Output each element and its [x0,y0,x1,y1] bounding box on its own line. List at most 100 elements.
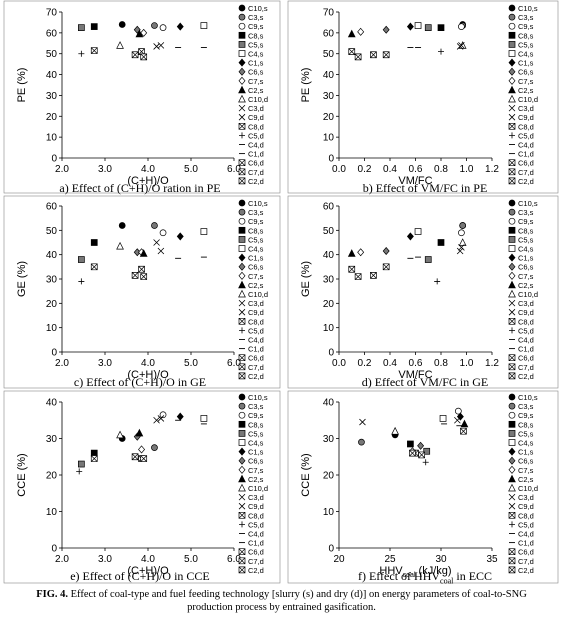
panel-frame [287,0,559,194]
legend-marker [508,474,516,483]
data-point [459,222,467,229]
legend-label: C7,s [248,272,264,281]
legend-label: C2,s [518,281,534,290]
x-tick-label: 3.0 [98,554,112,565]
legend-marker [508,76,516,85]
legend-label: C9,s [248,411,264,420]
legend-label: C4,s [248,245,264,254]
panel-caption-f-sub: coal [440,576,454,586]
y-tick-label: 50 [323,49,335,60]
y-tick-label: 20 [46,112,58,123]
figure-caption-label: FIG. 4. [36,589,68,600]
x-tick-label: 30 [435,554,447,565]
legend-marker [508,308,516,316]
legend-label: C6,d [518,159,534,168]
legend-marker [509,521,515,528]
legend: C10,sC3,sC9,sC8,sC5,sC4,sC1,sC6,sC7,sC2,… [508,393,538,575]
legend-marker [508,262,516,271]
y-tick-label: 0 [328,544,334,555]
data-point [414,228,422,235]
y-axis-label: GE (%) [300,261,312,297]
data-point [382,246,390,256]
chart-panel-c: 0 10 20 30 40 50 60 2.0 3.0 4.0 5.0 6.0 GE (%) (C+H)/… [3,195,281,389]
legend-marker [239,132,245,139]
legend-label: C6,d [248,354,264,363]
legend-marker [508,122,516,130]
data-point [409,449,416,457]
legend-marker [238,262,246,271]
legend-marker [508,456,516,465]
legend-marker [239,327,245,334]
legend-label: C1,s [248,254,264,263]
legend-label: C7,d [248,363,264,372]
legend-label: C8,s [248,420,264,429]
legend-marker [508,317,516,325]
legend-marker [238,502,246,510]
y-tick-label: 30 [46,275,58,286]
x-tick-label: 4.0 [141,358,155,369]
legend-label: C1,s [518,448,534,457]
legend-marker [238,557,246,565]
legend-label: C6,d [518,354,534,363]
legend-marker [238,393,246,401]
legend-label: C2,d [248,177,264,186]
legend-marker [238,4,246,12]
y-tick-label: 10 [46,323,58,334]
x-tick-label: 1.0 [460,164,474,175]
data-point [140,455,148,462]
data-point [370,272,377,279]
legend-label: C7,d [518,363,534,372]
panel-caption-d: d) Effect of VM/FC in GE [361,375,489,389]
x-tick-label: 3.0 [98,164,112,175]
y-tick-label: 0 [51,544,57,555]
panel-frame [3,0,281,194]
legend-label: C2,s [248,86,264,95]
data-point [153,416,160,424]
legend-marker [238,317,246,325]
legend-marker [238,548,246,556]
legend-marker [508,271,516,280]
x-tick-label: 5.0 [184,164,198,175]
y-tick-label: 20 [323,112,335,123]
y-tick-label: 50 [46,226,58,237]
legend-marker [508,4,516,12]
y-axis-label: CCE (%) [16,453,28,496]
y-tick-label: 10 [46,133,58,144]
data-point [357,27,365,36]
panel-frame [287,195,559,389]
y-tick-label: 0 [328,348,334,359]
x-axis-label: VM/FC [398,175,432,187]
legend-marker [508,566,516,574]
x-tick-label: 4.0 [141,554,155,565]
panel-caption-c: c) Effect of (C+H)/O in GE [73,375,207,389]
legend-marker [238,439,246,446]
legend-marker [238,299,246,307]
legend-marker [238,271,246,280]
legend-marker [508,299,516,307]
legend-label: C9,s [248,22,264,31]
legend-marker [508,58,516,67]
y-tick-label: 20 [323,471,335,482]
data-point [138,265,145,273]
legend-label: C2,d [518,566,534,575]
legend-label: C6,s [518,457,534,466]
legend-label: C7,s [248,466,264,475]
legend-marker [238,31,246,39]
legend-label: C3,d [248,104,264,113]
legend-label: C10,d [518,290,538,299]
data-point [78,278,85,285]
y-tick-label: 50 [46,49,58,60]
legend-marker [238,122,246,130]
legend-label: C1,s [518,254,534,263]
y-tick-label: 40 [323,70,335,81]
legend-marker [238,402,246,410]
y-tick-label: 40 [46,398,58,409]
panel-caption-f: f) Effect of HHVcoal in ECC [290,569,560,585]
data-point [131,453,139,461]
y-tick-label: 50 [323,226,335,237]
data-point [382,263,390,271]
legend-label: C3,d [248,493,264,502]
legend-label: C9,d [518,502,534,511]
legend-label: C3,s [518,13,534,22]
legend-marker [508,411,516,419]
